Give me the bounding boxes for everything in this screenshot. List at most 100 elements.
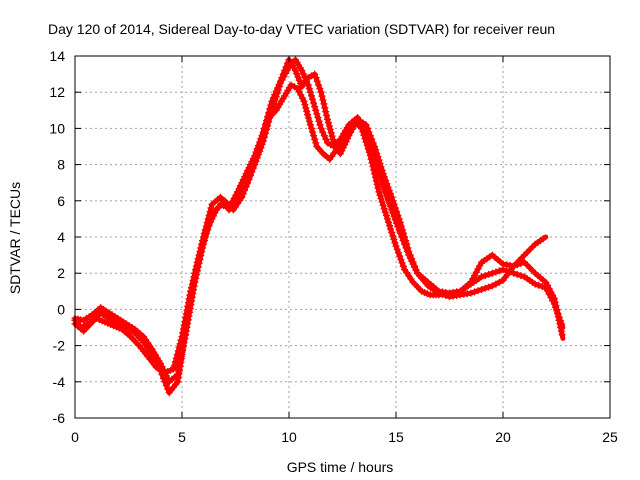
data-point <box>309 128 316 136</box>
data-point <box>161 369 169 377</box>
data-point <box>372 173 379 181</box>
data-point <box>294 73 302 81</box>
data-point <box>379 201 387 209</box>
data-point <box>248 158 256 166</box>
data-point <box>481 272 489 280</box>
data-point <box>186 305 194 313</box>
data-point <box>381 208 389 216</box>
data-point <box>553 305 561 313</box>
data-point <box>322 108 330 116</box>
data-point <box>478 286 486 293</box>
data-point <box>373 149 381 157</box>
data-point <box>193 271 201 279</box>
data-point <box>253 145 261 153</box>
data-point <box>396 219 404 226</box>
data-point <box>260 124 268 132</box>
data-point <box>266 105 274 113</box>
data-point <box>254 142 262 149</box>
data-point <box>312 139 320 147</box>
data-point <box>375 188 383 196</box>
data-point <box>376 160 384 167</box>
data-point <box>274 84 282 92</box>
y-tick-label: 10 <box>49 120 65 136</box>
data-point <box>298 67 306 74</box>
data-point <box>399 262 407 270</box>
data-point <box>169 365 177 373</box>
data-point <box>374 184 382 192</box>
data-point <box>495 278 503 286</box>
data-point <box>389 232 397 240</box>
data-point <box>197 252 205 260</box>
data-point <box>408 255 416 263</box>
data-point <box>170 362 178 369</box>
data-point <box>411 262 418 270</box>
data-point <box>192 274 200 282</box>
data-point <box>327 129 335 137</box>
data-point <box>304 111 312 119</box>
axis-ticks: 0 5 10 15 20 25 -6 -4 -2 0 2 4 6 8 10 12 14 <box>49 48 618 445</box>
data-point <box>438 290 446 298</box>
data-point <box>291 67 299 74</box>
data-point <box>552 302 560 310</box>
data-point <box>258 131 266 139</box>
data-point <box>377 195 385 202</box>
data-point <box>488 282 496 290</box>
data-point <box>554 313 562 321</box>
data-point <box>372 146 380 154</box>
data-point <box>471 288 478 296</box>
data-point <box>539 235 547 243</box>
y-tick-label: 12 <box>49 84 65 100</box>
x-tick-label: 15 <box>388 429 404 445</box>
data-point <box>375 156 383 164</box>
data-point <box>306 88 314 96</box>
data-point <box>247 161 254 169</box>
data-point <box>323 112 331 119</box>
data-point <box>315 81 322 89</box>
data-point <box>320 100 328 108</box>
data-point <box>538 283 546 290</box>
data-point <box>295 76 303 84</box>
data-point <box>162 381 170 389</box>
data-point <box>383 180 391 188</box>
data-point <box>398 226 406 234</box>
data-point <box>393 208 401 216</box>
data-point <box>398 259 406 267</box>
data-point <box>371 170 379 178</box>
data-point <box>435 289 443 297</box>
data-point <box>365 128 373 136</box>
data-point <box>379 170 387 178</box>
data-point <box>369 139 377 147</box>
data-point <box>314 114 322 121</box>
data-point <box>338 147 346 155</box>
data-point <box>403 240 411 248</box>
data-point <box>467 289 475 297</box>
data-point <box>378 198 386 206</box>
data-point <box>305 114 313 122</box>
y-tick-label: 2 <box>57 265 65 281</box>
data-point <box>157 360 165 368</box>
data-point <box>485 283 493 291</box>
data-point <box>176 360 184 368</box>
data-point <box>179 342 187 350</box>
data-point <box>339 144 347 152</box>
data-point <box>319 128 327 136</box>
data-point <box>282 63 290 71</box>
data-point <box>370 166 378 174</box>
data-point <box>175 363 183 371</box>
series-line <box>72 57 549 385</box>
data-point <box>276 77 284 85</box>
y-tick-label: 6 <box>57 193 65 209</box>
data-point <box>322 135 330 143</box>
data-point <box>299 70 307 78</box>
data-point <box>557 327 565 335</box>
data-point <box>271 91 279 99</box>
data-point <box>262 120 269 128</box>
data-point <box>377 163 385 171</box>
data-point <box>485 270 493 278</box>
data-point <box>388 193 396 201</box>
data-point <box>160 366 167 374</box>
data-point <box>207 215 215 223</box>
data-point <box>310 132 318 140</box>
data-point <box>294 85 302 93</box>
data-point <box>201 237 208 245</box>
